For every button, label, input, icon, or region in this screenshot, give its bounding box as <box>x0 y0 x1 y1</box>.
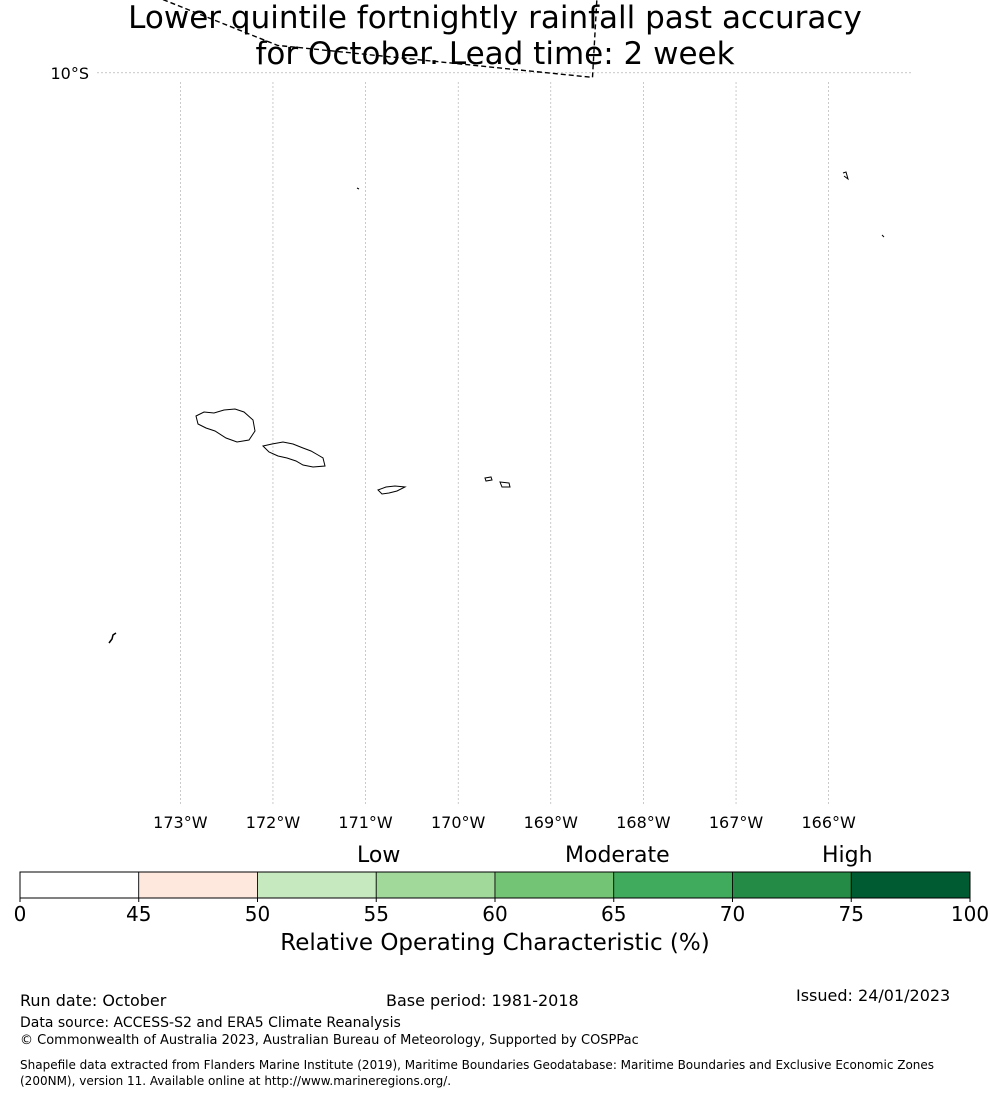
lon-label: 167°W <box>709 813 764 832</box>
colorbar-bin <box>732 871 852 899</box>
island-atafu <box>842 171 849 181</box>
map-gridlines <box>97 72 912 804</box>
island-rose <box>881 234 885 238</box>
shapefile-credit-line-1: Shapefile data extracted from Flanders M… <box>20 1058 935 1072</box>
chart-title-line-2: for October. Lead time: 2 week <box>255 36 735 72</box>
lon-label: 173°W <box>153 813 208 832</box>
colorbar-tick-label: 45 <box>126 902 152 926</box>
lon-label: 166°W <box>801 813 856 832</box>
lon-label: 170°W <box>431 813 486 832</box>
colorbar-tick-label: 55 <box>363 902 389 926</box>
island-ofu <box>484 476 493 482</box>
colorbar-label-low: Low <box>357 843 401 868</box>
lon-label: 169°W <box>524 813 579 832</box>
colorbar <box>19 871 971 902</box>
base-period: Base period: 1981-2018 <box>386 991 579 1010</box>
shapefile-credit-line-2: (200NM), version 11. Available online at… <box>20 1074 452 1088</box>
colorbar-bin <box>375 871 496 899</box>
island-tau <box>499 481 511 488</box>
colorbar-bin <box>257 871 377 899</box>
colorbar-bin <box>138 871 258 899</box>
lon-label: 171°W <box>338 813 393 832</box>
islands <box>108 171 885 644</box>
colorbar-title: Relative Operating Characteristic (%) <box>280 930 710 956</box>
lat-label: 10°S <box>50 64 89 83</box>
chart-title-line-1: Lower quintile fortnightly rainfall past… <box>128 0 862 36</box>
colorbar-tick-label: 100 <box>950 902 990 926</box>
colorbar-bin <box>850 871 971 899</box>
colorbar-tick-label: 60 <box>482 902 508 926</box>
longitude-labels: 173°W 172°W 171°W 170°W 169°W 168°W 167°W 166°W <box>153 813 856 832</box>
eez-boundary <box>162 0 598 79</box>
colorbar-bin <box>613 871 733 899</box>
data-source: Data source: ACCESS-S2 and ERA5 Climate … <box>20 1015 401 1031</box>
chart-title: Lower quintile fortnightly rainfall past… <box>0 0 990 72</box>
issued-date: Issued: 24/01/2023 <box>796 986 951 1005</box>
island-west <box>108 632 117 644</box>
colorbar-tick-label: 0 <box>13 902 27 926</box>
island-savaii <box>195 408 256 443</box>
lon-label: 172°W <box>246 813 301 832</box>
colorbar-tick-label: 65 <box>601 902 627 926</box>
latitude-labels: 10°S11°S12°S13°S14°S15°S16°S <box>50 64 89 83</box>
copyright: © Commonwealth of Australia 2023, Austra… <box>20 1033 639 1048</box>
colorbar-bin <box>19 871 140 899</box>
colorbar-tick-label: 75 <box>838 902 864 926</box>
island-upolu <box>262 441 326 468</box>
lon-label: 168°W <box>616 813 671 832</box>
colorbar-bin <box>494 871 615 899</box>
colorbar-label-high: High <box>822 843 873 868</box>
colorbar-label-moderate: Moderate <box>565 843 670 868</box>
shapefile-credit: Shapefile data extracted from Flanders M… <box>20 1057 970 1089</box>
island-tutuila <box>377 485 407 495</box>
colorbar-tick-label: 50 <box>244 902 271 926</box>
colorbar-tick-label: 70 <box>719 902 746 926</box>
island-swains <box>356 187 360 190</box>
run-date: Run date: October <box>20 991 167 1010</box>
